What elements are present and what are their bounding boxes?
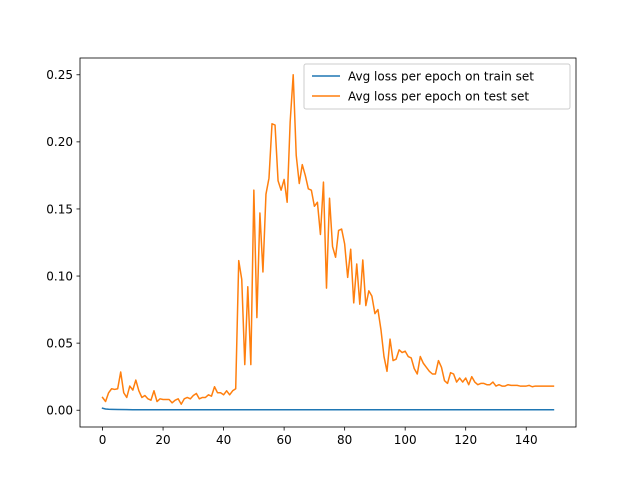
x-tick-label: 20 — [155, 433, 170, 447]
y-axis: 0.00 0.05 0.10 0.15 0.20 0.25 — [46, 68, 80, 418]
series-layer — [101, 74, 555, 411]
y-tick-label: 0.10 — [46, 269, 73, 283]
x-tick-label: 0 — [99, 433, 107, 447]
y-tick-label: 0.25 — [46, 68, 73, 82]
legend: Avg loss per epoch on train set Avg loss … — [303, 63, 571, 110]
x-axis: 0 20 40 60 80 100 120 140 — [99, 427, 538, 447]
y-tick-label: 0.00 — [46, 404, 73, 418]
x-tick-label: 140 — [515, 433, 538, 447]
y-tick-label: 0.15 — [46, 202, 73, 216]
axes-spines — [79, 57, 577, 428]
axes-frame — [79, 57, 577, 428]
x-tick-label: 80 — [337, 433, 352, 447]
x-tick-label: 120 — [454, 433, 477, 447]
x-tick-label: 60 — [276, 433, 291, 447]
y-tick-label: 0.05 — [46, 336, 73, 350]
x-tick-label: 100 — [394, 433, 417, 447]
legend-box — [303, 63, 571, 110]
legend-label-1: Avg loss per epoch on test set — [348, 89, 529, 103]
series-line-1 — [101, 74, 555, 405]
y-tick-label: 0.20 — [46, 135, 73, 149]
series-line-0 — [101, 407, 555, 411]
legend-label-0: Avg loss per epoch on train set — [348, 69, 534, 83]
x-tick-label: 40 — [216, 433, 231, 447]
